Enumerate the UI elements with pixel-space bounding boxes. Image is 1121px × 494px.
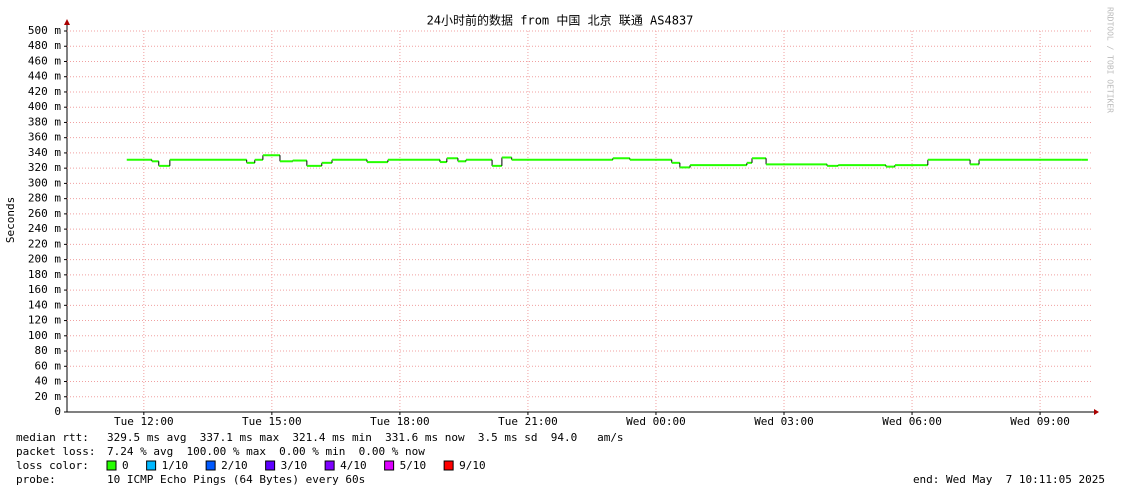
- y-axis-label: Seconds: [4, 197, 17, 243]
- stat-text: 329.5 ms avg 337.1 ms max 321.4 ms min 3…: [107, 431, 624, 444]
- y-tick-label: 260 m: [28, 207, 61, 220]
- y-tick-label: 200 m: [28, 253, 61, 266]
- legend-swatch: [324, 460, 335, 471]
- y-tick-label: 420 m: [28, 85, 61, 98]
- y-tick-label: 240 m: [28, 222, 61, 235]
- y-tick-label: 100 m: [28, 329, 61, 342]
- legend-swatch: [106, 460, 117, 471]
- y-tick-label: 300 m: [28, 176, 61, 189]
- legend-swatch: [205, 460, 216, 471]
- y-tick-label: 160 m: [28, 283, 61, 296]
- x-tick-label: Tue 15:00: [242, 415, 302, 428]
- y-tick-label: 400 m: [28, 100, 61, 113]
- legend-label: 9/10: [459, 459, 486, 472]
- legend-label: 3/10: [281, 459, 308, 472]
- x-arrow: [1094, 409, 1099, 415]
- y-tick-label: 280 m: [28, 192, 61, 205]
- y-tick-label: 220 m: [28, 237, 61, 250]
- y-tick-label: 0: [54, 405, 61, 418]
- y-tick-label: 320 m: [28, 161, 61, 174]
- stat-text: 10 ICMP Echo Pings (64 Bytes) every 60s: [107, 473, 365, 486]
- end-time: end: Wed May 7 10:11:05 2025: [913, 473, 1105, 486]
- x-tick-label: Tue 21:00: [498, 415, 558, 428]
- legend-label: 1/10: [162, 459, 189, 472]
- stat-label: median rtt:: [16, 431, 89, 444]
- stat-label: loss color:: [16, 459, 89, 472]
- legend-swatch: [443, 460, 454, 471]
- x-tick-label: Tue 18:00: [370, 415, 430, 428]
- y-tick-label: 360 m: [28, 131, 61, 144]
- y-tick-label: 40 m: [35, 375, 62, 388]
- stat-text: 7.24 % avg 100.00 % max 0.00 % min 0.00 …: [107, 445, 425, 458]
- x-tick-label: Wed 06:00: [882, 415, 942, 428]
- y-tick-label: 120 m: [28, 314, 61, 327]
- y-tick-label: 340 m: [28, 146, 61, 159]
- legend-label: 5/10: [400, 459, 427, 472]
- legend-label: 2/10: [221, 459, 248, 472]
- legend-swatch: [384, 460, 395, 471]
- y-tick-label: 140 m: [28, 298, 61, 311]
- x-tick-label: Wed 00:00: [626, 415, 686, 428]
- y-tick-label: 380 m: [28, 115, 61, 128]
- watermark: RRDTOOL / TOBI OETIKER: [1106, 7, 1115, 113]
- y-tick-label: 80 m: [35, 344, 62, 357]
- y-tick-label: 460 m: [28, 54, 61, 67]
- y-tick-label: 500 m: [28, 24, 61, 37]
- x-tick-label: Tue 12:00: [114, 415, 174, 428]
- stat-label: probe:: [16, 473, 56, 486]
- y-tick-label: 440 m: [28, 70, 61, 83]
- stat-label: packet loss:: [16, 445, 95, 458]
- legend-label: 0: [122, 459, 129, 472]
- y-arrow: [64, 19, 70, 25]
- legend-swatch: [265, 460, 276, 471]
- y-tick-label: 480 m: [28, 39, 61, 52]
- y-tick-label: 60 m: [35, 359, 62, 372]
- x-tick-label: Wed 09:00: [1010, 415, 1070, 428]
- chart-title: 24小时前的数据 from 中国 北京 联通 AS4837: [427, 13, 694, 28]
- legend-swatch: [146, 460, 157, 471]
- x-tick-label: Wed 03:00: [754, 415, 814, 428]
- y-tick-label: 20 m: [35, 390, 62, 403]
- y-tick-label: 180 m: [28, 268, 61, 281]
- legend-label: 4/10: [340, 459, 367, 472]
